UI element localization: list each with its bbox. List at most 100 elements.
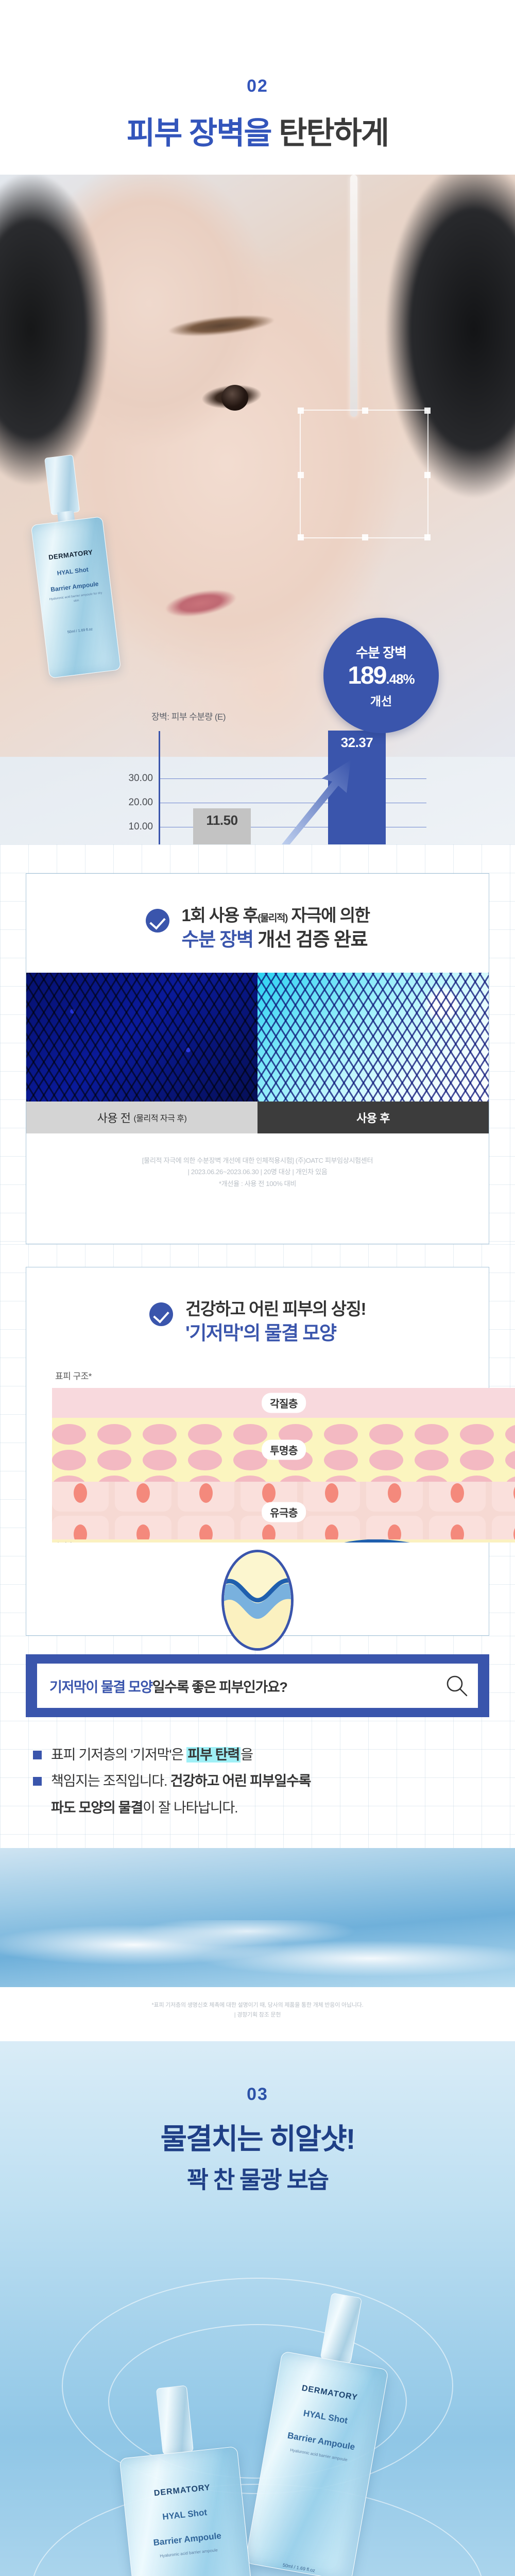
gridline-30: 30.00 <box>128 773 426 784</box>
verify-headline-text: 1회 사용 후(물리적) 자극에 의한 수분 장벽 개선 검증 완료 <box>182 905 370 952</box>
epidermis-diagram: 각질층 투명층 <box>52 1388 515 1543</box>
bottle-cap <box>156 2385 194 2455</box>
cell-row <box>52 1476 515 1482</box>
basement-membrane-wave <box>344 1539 410 1543</box>
verify-disclaimer-line-2: | 2023.06.26~2023.06.30 | 20명 대상 | 개인차 있… <box>187 1168 328 1176</box>
section-03-subtitle: 꽉 찬 물광 보습 <box>186 2166 329 2194</box>
bottle-cap <box>44 454 80 516</box>
bullet-2-prefix: 책임지는 조직입니다. <box>51 1773 170 1789</box>
bullet-text-3: 파도 모양의 물결이 잘 나타납니다. <box>51 1798 238 1818</box>
badge-suffix: 개선 <box>370 694 392 708</box>
wave-zoom-bubble <box>221 1550 294 1651</box>
water-disclaimer-line-2: | 경향기획 참조 문헌 <box>234 2012 281 2019</box>
bottle-label: DERMATORY HYAL Shot Barrier Ampoule Hyal… <box>265 2362 387 2468</box>
ytick-10: 10.00 <box>128 821 153 832</box>
search-icon[interactable] <box>445 1674 469 1698</box>
bullet-1-suffix: 을 <box>241 1747 253 1763</box>
microscope-before-label-sub: (물리적 자극 후) <box>133 1114 187 1123</box>
microscope-before-col: 사용 전 (물리적 자극 후) <box>26 972 258 1133</box>
water-disclaimer: *표피 기저층의 생명신호 체촉에 대한 설명이기 때, 당사의 제품을 통한 … <box>0 1987 515 2042</box>
bullet-text-1: 표피 기저층의 '기저막'은 피부 탄력을 <box>51 1745 253 1765</box>
bottle-label: DERMATORY HYAL Shot Barrier Ampoule Hyal… <box>41 540 110 643</box>
ytick-30: 30.00 <box>128 773 153 784</box>
microscope-comparison: 사용 전 (물리적 자극 후) 사용 후 <box>26 972 489 1133</box>
bottle-label: DERMATORY HYAL Shot Barrier Ampoule Hyal… <box>121 2463 248 2563</box>
basement-card: 건강하고 어린 피부의 상징! '기저막'의 물결 모양 표피 구조* 각질층 <box>26 1266 515 1651</box>
bullet-list: 표피 기저층의 '기저막'은 피부 탄력을 책임지는 조직입니다. 건강하고 어… <box>0 1717 515 1848</box>
hair-right <box>371 175 515 556</box>
verify-line-1-small: (물리적) <box>258 913 288 924</box>
layer-stratum-corneum: 각질층 <box>52 1388 515 1418</box>
badge-label: 수분 장벽 <box>356 645 407 660</box>
water-disclaimer-line-1: *표피 기저층의 생명신호 체촉에 대한 설명이기 때, 당사의 제품을 통한 … <box>151 2002 364 2008</box>
list-item: 파도 모양의 물결이 잘 나타납니다. <box>33 1798 515 1818</box>
section-03: 03 물결치는 히알샷! 꽉 찬 물광 보습 DERMATORY HYAL Sh… <box>0 2041 515 2576</box>
verify-line-1: 1회 사용 후(물리적) 자극에 의한 <box>182 905 370 926</box>
bullet-2-bold: 건강하고 어린 피부일수록 <box>170 1773 312 1789</box>
bar-after: 32.37 <box>328 731 386 844</box>
layer-stratum-basale: 기저층 <box>52 1539 515 1543</box>
question-section: 기저막이 물결 모양일수록 좋은 피부인가요? 표피 기저층의 '기저막'은 피… <box>0 1636 515 1848</box>
layer-label-spinosum: 유극층 <box>262 1502 306 1522</box>
chart-plot-area: 30.00 20.00 10.00 0.00 <box>128 731 426 844</box>
list-item: 책임지는 조직입니다. 건강하고 어린 피부일수록 <box>33 1771 515 1791</box>
verify-card-inner: 1회 사용 후(물리적) 자극에 의한 수분 장벽 개선 검증 완료 사용 전 … <box>26 874 489 1244</box>
verify-line-1b: 자극에 의한 <box>287 906 370 925</box>
wave-zoom-bubble-wrap <box>26 1543 489 1651</box>
diagram-caption: 표피 구조* <box>55 1371 92 1382</box>
verify-line-2-blue: 수분 장벽 <box>181 929 254 951</box>
layer-label-corneum: 각질층 <box>262 1393 306 1413</box>
verify-line-2-rest: 개선 검증 완료 <box>253 929 368 951</box>
bullet-text-2: 책임지는 조직입니다. 건강하고 어린 피부일수록 <box>51 1771 312 1791</box>
pupil <box>221 385 248 411</box>
chart-title: 장벽: 피부 수분량 (E) <box>151 712 226 722</box>
verify-disclaimer-line-3: *개선율 : 사용 전 100% 대비 <box>219 1180 296 1188</box>
verify-line-1a: 1회 사용 후 <box>181 906 259 925</box>
search-box[interactable]: 기저막이 물결 모양일수록 좋은 피부인가요? <box>37 1664 478 1708</box>
bar-after-value: 32.37 <box>340 735 373 750</box>
list-item: 표피 기저층의 '기저막'은 피부 탄력을 <box>33 1745 515 1765</box>
microscope-after-col: 사용 후 <box>258 972 489 1133</box>
verify-disclaimer: [물리적 자극에 의한 수분장벽 개선에 대한 인체적용시험] (주)OATC … <box>26 1133 489 1217</box>
bottle-product-name: HYAL Shot <box>302 2408 349 2426</box>
layer-stratum-lucidum: 투명층 <box>52 1418 515 1482</box>
bullet-1-highlight: 피부 탄력 <box>186 1747 241 1763</box>
badge-value-main: 189 <box>348 662 387 689</box>
bottle-product-name: HYAL Shot <box>162 2507 208 2522</box>
check-icon <box>149 1302 174 1326</box>
bullet-3-bold: 파도 모양의 물결 <box>51 1800 143 1816</box>
check-icon <box>145 909 169 933</box>
bottle-desc: Hyaluronic acid barrier ampoule for dry … <box>49 591 102 603</box>
verify-line-2: 수분 장벽 개선 검증 완료 <box>182 928 370 952</box>
search-input[interactable]: 기저막이 물결 모양일수록 좋은 피부인가요? <box>49 1676 439 1696</box>
search-query-blue: 기저막이 물결 모양 <box>49 1679 153 1695</box>
verify-section: 1회 사용 후(물리적) 자극에 의한 수분 장벽 개선 검증 완료 사용 전 … <box>0 844 515 1244</box>
wave-zoom-graphic <box>224 1552 291 1649</box>
epidermis-diagram-wrap: 표피 구조* 각질층 <box>26 1369 515 1543</box>
improvement-badge: 수분 장벽 189.48% 개선 <box>323 618 439 733</box>
water-ripple <box>108 2324 407 2479</box>
microscope-before-image <box>26 972 258 1101</box>
section-03-number: 03 <box>247 2084 268 2105</box>
bullet-square-icon <box>33 1777 42 1786</box>
bar-before-value: 11.50 <box>206 812 238 828</box>
bottle-product-name: HYAL Shot <box>56 565 89 577</box>
section-02-title-blue: 피부 장벽을 <box>126 116 279 150</box>
section-02-title: 피부 장벽을 탄탄하게 <box>0 115 515 151</box>
water-foam <box>0 1920 515 1982</box>
section-03-product-stage: DERMATORY HYAL Shot Barrier Ampoule Hyal… <box>0 2216 515 2576</box>
serum-drip <box>350 175 357 417</box>
cell-row <box>52 1482 515 1512</box>
section-02-header: 02 피부 장벽을 탄탄하게 <box>0 0 515 175</box>
verify-card: 1회 사용 후(물리적) 자극에 의한 수분 장벽 개선 검증 완료 사용 전 … <box>26 873 489 1244</box>
bar-before: 11.50 <box>193 808 251 844</box>
bottle-brand: DERMATORY <box>301 2384 358 2403</box>
badge-value-decimal: .48% <box>386 671 415 687</box>
zoom-frame <box>298 408 431 540</box>
search-query-rest: 일수록 좋은 피부인가요? <box>152 1679 288 1695</box>
basement-card-inner: 건강하고 어린 피부의 상징! '기저막'의 물결 모양 표피 구조* 각질층 <box>26 1267 515 1651</box>
microscope-before-label: 사용 전 (물리적 자극 후) <box>26 1101 258 1133</box>
section-03-title: 물결치는 히알샷! <box>160 2123 356 2156</box>
bottle-volume: 50ml / 1.69 fl.oz <box>67 627 93 634</box>
bottle-brand: DERMATORY <box>153 2483 211 2498</box>
